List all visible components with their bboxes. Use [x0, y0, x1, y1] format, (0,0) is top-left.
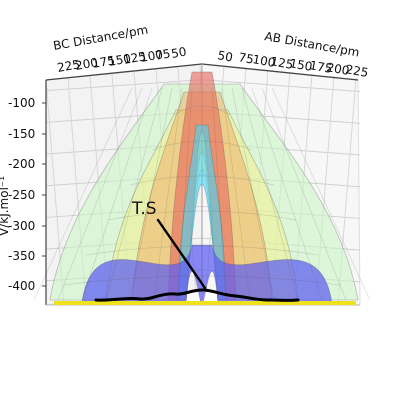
transition-state-arrow: [156, 218, 207, 290]
surface-meridian-line: [129, 87, 173, 301]
z-tick-label: -200: [8, 157, 35, 171]
right-top-axis: [201, 63, 359, 81]
right-axis-tick-label: 75: [237, 50, 254, 66]
z-tick-label: -300: [8, 219, 35, 233]
left-axis-tick-label: 200: [74, 55, 99, 73]
surface-contour-line: [85, 245, 319, 256]
left-axis-tick-label: 150: [107, 51, 132, 69]
surface-meridian-line: [33, 87, 133, 301]
bc-distance-axis-label: BC Distance/pm: [52, 22, 149, 52]
surface-meridian-line: [241, 87, 299, 301]
surface-meridian-line: [211, 87, 227, 301]
surface-contour-line: [173, 105, 231, 116]
z-tick-label: -350: [8, 249, 35, 263]
surface-meridian-line: [105, 87, 163, 301]
surface-meridian-line: [153, 87, 183, 301]
right-axis-tick-label: 150: [288, 56, 313, 74]
surface-contour-line: [151, 140, 253, 151]
left-axis-tick-label: 225: [56, 57, 81, 75]
left-axis-tick-label: 175: [91, 53, 116, 71]
potential-axis-label: V/kJ.mol⁻¹: [0, 176, 11, 236]
reaction-trajectory: [94, 288, 300, 302]
surface-meridian-line: [271, 87, 371, 301]
left-axis-tick-label: 50: [170, 45, 187, 61]
surface-contour-line: [63, 275, 341, 286]
right-axis-tick-label: 175: [308, 58, 333, 76]
z-tick-label: -400: [8, 279, 35, 293]
surface-meridian-line: [221, 87, 251, 301]
surface-contour-line: [107, 210, 297, 221]
surface-layer-blue: [81, 244, 333, 306]
surface-meridian-line: [177, 87, 193, 301]
left-axis-tick-label: 75: [154, 47, 171, 63]
surface-meridian-line: [57, 87, 143, 301]
surface-meridian-line: [81, 87, 153, 301]
right-axis-tick-label: 125: [269, 54, 294, 72]
z-tick-label: -100: [8, 96, 35, 110]
left-z-gridline: [45, 79, 203, 92]
right-z-gridline: [201, 79, 361, 93]
right-axis-tick-label: 100: [251, 52, 276, 70]
right-axis-tick-label: 225: [344, 62, 369, 80]
transition-state-label: T.S: [131, 199, 157, 219]
z-tick-label: -250: [8, 188, 35, 202]
surface-meridian-line: [231, 87, 275, 301]
left-axis-tick-label: 100: [139, 47, 164, 65]
left-top-axis: [45, 63, 203, 81]
right-axis-tick-label: 200: [325, 60, 350, 78]
right-axis-tick-label: 50: [216, 48, 233, 64]
left-axis-tick-label: 125: [122, 49, 147, 67]
surface-contour-line: [129, 175, 275, 186]
z-tick-label: -150: [8, 127, 35, 141]
surface-meridian-line: [251, 87, 323, 301]
surface-meridian-line: [261, 87, 347, 301]
